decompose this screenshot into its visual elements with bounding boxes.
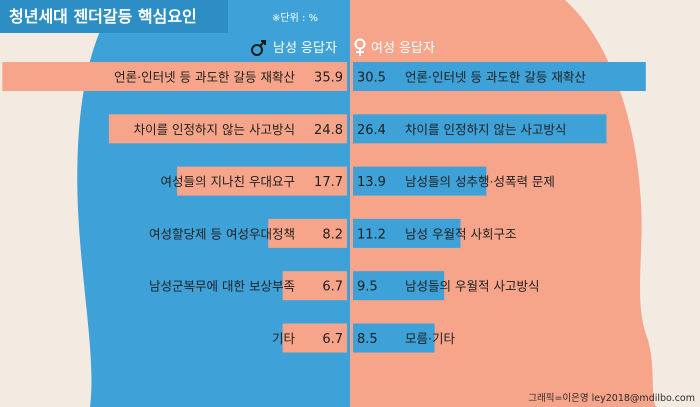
male-category-label: 차이를 인정하지 않는 사고방식 (134, 122, 295, 137)
female-value-label: 13.9 (357, 175, 386, 190)
male-category-label: 여성들의 지나친 우대요구 (161, 174, 295, 189)
female-head-silhouette (565, 0, 700, 407)
female-bar (353, 62, 646, 91)
female-value-label: 30.5 (357, 71, 386, 86)
female-category-label: 언론·인터넷 등 과도한 갈등 재확산 (405, 70, 586, 85)
female-category-label: 남성 우월적 사회구조 (405, 226, 516, 241)
female-value-label: 26.4 (357, 123, 386, 138)
male-bar (282, 271, 347, 301)
male-bar (108, 114, 347, 144)
male-category-label: 여성할당제 등 여성우대정책 (149, 226, 295, 241)
legend-male: 남성 응답자 (251, 40, 337, 56)
male-symbol-icon (251, 40, 266, 56)
graphic-credit: 그래픽=이은영 ley2018@mdilbo.com (528, 393, 695, 404)
female-category-label: 차이를 인정하지 않는 사고방식 (405, 122, 566, 137)
male-value-label: 8.2 (322, 227, 343, 242)
legend-female-label: 여성 응답자 (371, 41, 435, 56)
female-value-label: 8.5 (357, 332, 378, 347)
female-category-label: 모름·기타 (405, 331, 455, 346)
male-category-label: 남성군복무에 대한 보상부족 (149, 279, 295, 294)
female-bar (353, 323, 435, 353)
male-bar (177, 166, 347, 196)
male-value-label: 17.7 (314, 175, 343, 190)
female-bar (353, 271, 445, 301)
male-bar (2, 62, 348, 91)
male-bar (268, 218, 347, 248)
female-value-label: 9.5 (357, 280, 378, 295)
male-bar (282, 323, 347, 353)
female-value-label: 11.2 (357, 227, 386, 242)
male-head-silhouette (0, 0, 118, 407)
male-value-label: 24.8 (314, 123, 343, 138)
chart-title: 청년세대 젠더갈등 핵심요인 (9, 7, 197, 26)
male-category-label: 언론·인터넷 등 과도한 갈등 재확산 (114, 70, 295, 85)
female-symbol-icon (354, 38, 366, 56)
legend-male-label: 남성 응답자 (273, 41, 337, 56)
female-category-label: 남성들의 성추행·성폭력 문제 (405, 174, 555, 189)
female-category-label: 남성들의 우월적 사고방식 (405, 279, 539, 294)
legend-female: 여성 응답자 (354, 38, 435, 56)
female-bar (353, 114, 607, 144)
male-value-label: 35.9 (314, 71, 343, 86)
title-box (0, 0, 228, 33)
female-bar (353, 218, 461, 248)
female-bar (353, 166, 487, 196)
male-value-label: 6.7 (322, 332, 343, 347)
unit-note: ※단위 : % (272, 11, 318, 24)
male-category-label: 기타 (272, 331, 296, 346)
male-value-label: 6.7 (322, 280, 343, 295)
